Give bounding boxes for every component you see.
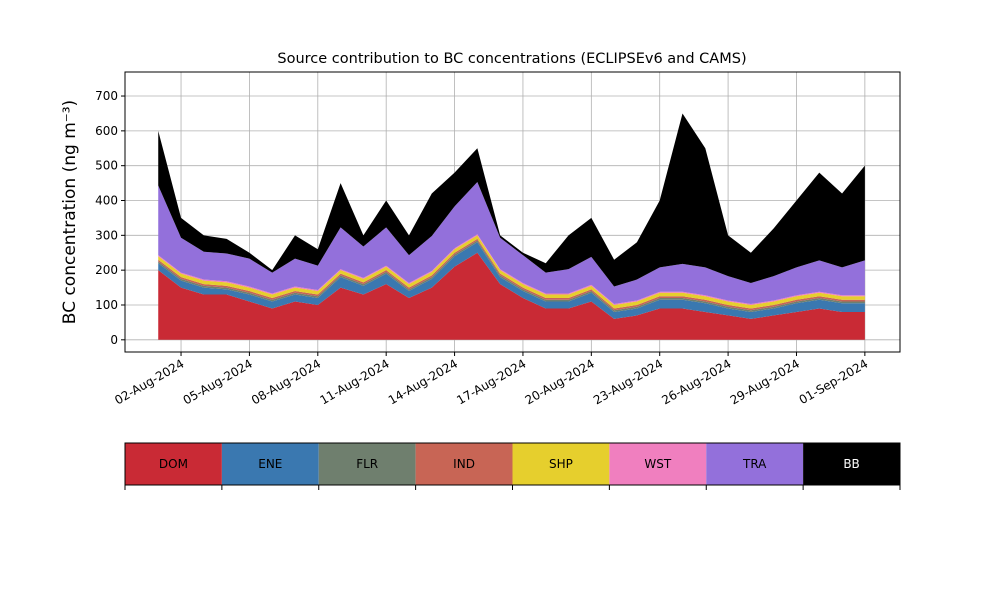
legend-swatch <box>221 443 319 485</box>
x-tick-label: 05-Aug-2024 <box>181 356 255 407</box>
legend-swatch <box>512 443 610 485</box>
x-tick-label: 08-Aug-2024 <box>249 356 323 407</box>
legend-swatch <box>415 443 513 485</box>
y-tick-label: 200 <box>95 263 118 277</box>
x-tick-label: 14-Aug-2024 <box>386 356 460 407</box>
legend-label: TRA <box>742 457 767 471</box>
area <box>158 182 865 304</box>
legend-swatch <box>318 443 416 485</box>
x-tick-label: 02-Aug-2024 <box>112 356 186 407</box>
legend-label: ENE <box>258 457 282 471</box>
legend-label: SHP <box>549 457 573 471</box>
chart-title: Source contribution to BC concentrations… <box>277 51 746 67</box>
legend-swatch <box>609 443 707 485</box>
legend-swatch <box>125 443 222 485</box>
y-tick-label: 0 <box>110 333 118 347</box>
x-tick-label: 26-Aug-2024 <box>659 356 733 407</box>
x-tick-label: 29-Aug-2024 <box>728 356 802 407</box>
legend-label: WST <box>644 457 671 471</box>
legend-swatch <box>803 443 900 485</box>
area <box>158 113 865 287</box>
legend-label: FLR <box>356 457 378 471</box>
x-tick-label: 17-Aug-2024 <box>454 356 528 407</box>
x-tick-label: 01-Sep-2024 <box>797 356 871 407</box>
y-tick-label: 300 <box>95 228 118 242</box>
plot-frame <box>124 71 901 353</box>
x-tick-label: 11-Aug-2024 <box>317 356 391 407</box>
legend-label: BB <box>843 457 859 471</box>
y-tick-label: 500 <box>95 159 118 173</box>
area <box>158 252 865 340</box>
y-tick-label: 400 <box>95 194 118 208</box>
y-tick-label: 100 <box>95 298 118 312</box>
y-axis-label: BC concentration (ng m⁻³) <box>60 100 80 324</box>
y-tick-label: 600 <box>95 124 118 138</box>
legend-swatch <box>706 443 804 485</box>
x-tick-label: 23-Aug-2024 <box>591 356 665 407</box>
legend-label: IND <box>453 457 475 471</box>
legend-label: DOM <box>159 457 188 471</box>
x-tick-label: 20-Aug-2024 <box>523 356 597 407</box>
legend-frame <box>124 442 901 486</box>
area <box>158 242 865 319</box>
y-tick-label: 700 <box>95 89 118 103</box>
